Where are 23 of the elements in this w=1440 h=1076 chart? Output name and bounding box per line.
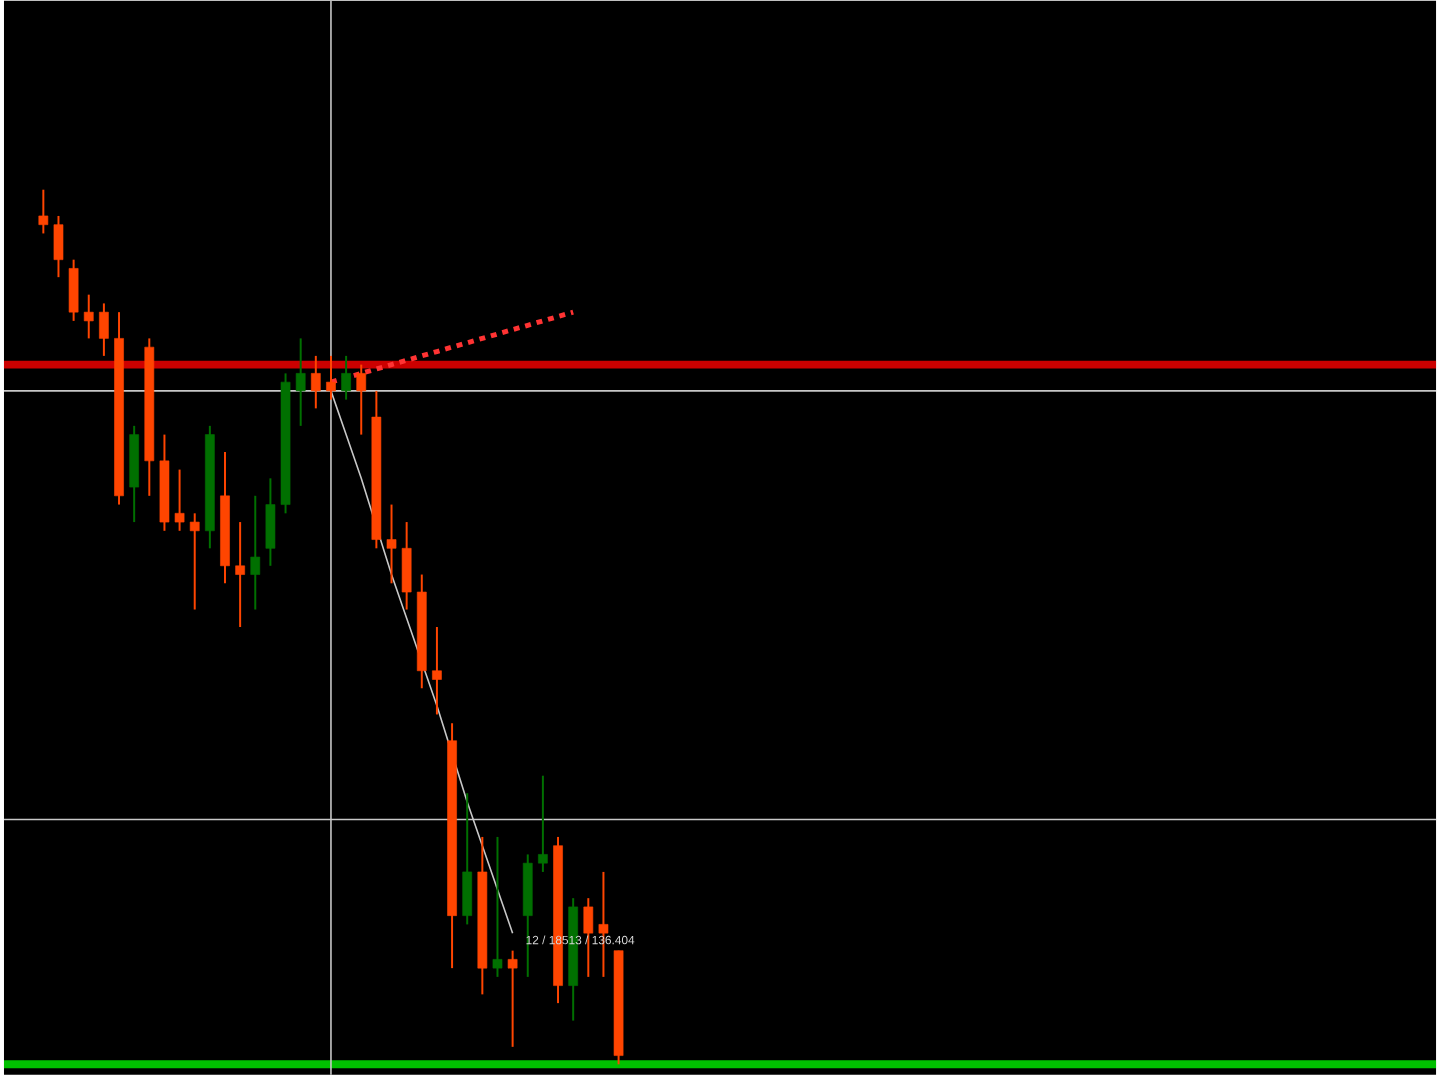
candlestick bbox=[356, 363, 367, 436]
candlestick bbox=[53, 215, 64, 279]
candlestick bbox=[326, 355, 336, 401]
candlestick bbox=[583, 897, 594, 979]
candlestick bbox=[401, 521, 412, 611]
candlestick bbox=[174, 468, 185, 532]
candlestick bbox=[386, 503, 397, 585]
candlestick bbox=[189, 512, 200, 611]
candlestick bbox=[38, 188, 49, 235]
candlestick bbox=[507, 949, 518, 1049]
candlestick bbox=[462, 792, 473, 926]
candlestick bbox=[492, 836, 503, 979]
candlestick bbox=[83, 293, 94, 340]
candlestick bbox=[295, 337, 306, 428]
candlestick bbox=[99, 302, 109, 358]
candlestick bbox=[235, 521, 245, 629]
candlestick bbox=[341, 355, 351, 401]
candlestick bbox=[538, 774, 548, 874]
candlestick bbox=[432, 626, 442, 716]
candlestick bbox=[68, 258, 79, 323]
candlestick bbox=[265, 477, 276, 567]
candlestick bbox=[310, 355, 321, 410]
candlestick bbox=[250, 495, 261, 611]
